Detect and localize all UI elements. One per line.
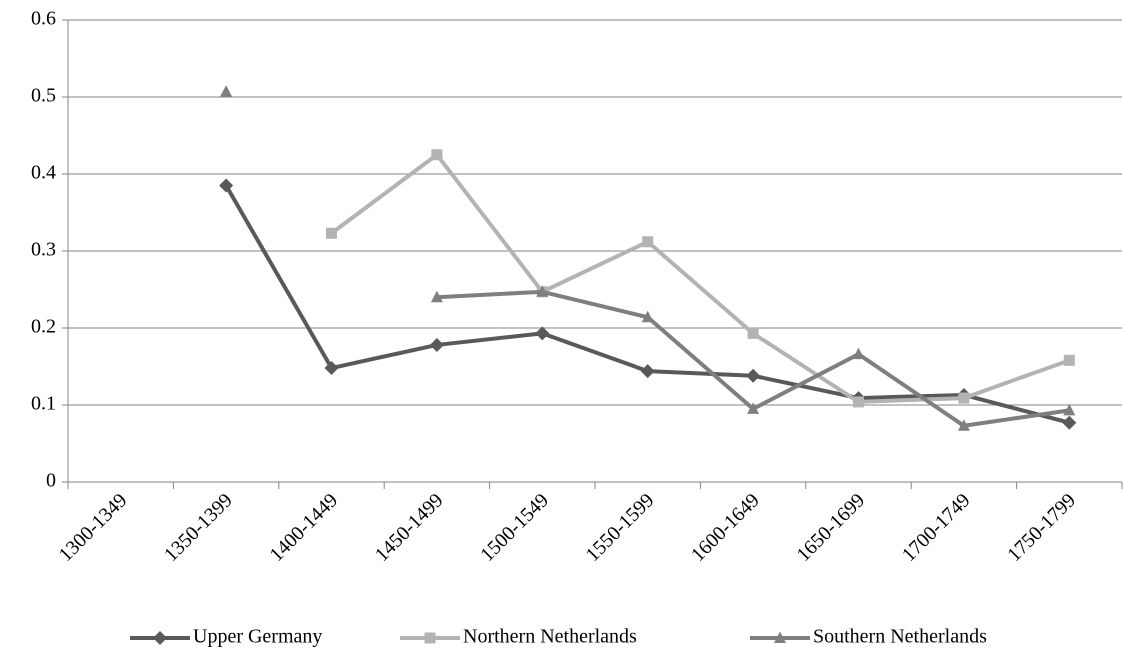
- marker: [535, 326, 550, 341]
- x-tick-label: 1750-1799: [1003, 489, 1080, 566]
- legend-label: Northern Netherlands: [463, 626, 637, 648]
- marker: [326, 227, 337, 239]
- marker: [747, 327, 759, 339]
- marker: [153, 631, 167, 645]
- marker: [958, 392, 970, 404]
- series-line: [224, 184, 1070, 425]
- y-tick-label: 0.4: [31, 162, 56, 184]
- marker: [1063, 403, 1076, 416]
- x-tick-label: 1400-1449: [265, 489, 342, 566]
- y-tick-label: 0.5: [31, 85, 56, 107]
- marker: [220, 85, 233, 97]
- x-tick-label: 1450-1499: [371, 489, 448, 566]
- marker: [957, 419, 970, 431]
- marker: [640, 364, 655, 379]
- x-tick-label: 1300-1349: [55, 489, 132, 566]
- marker: [746, 368, 761, 383]
- y-tick-label: 0.2: [31, 316, 56, 338]
- y-tick-label: 0: [46, 470, 56, 492]
- legend-label: Upper Germany: [193, 626, 322, 648]
- series-line: [330, 152, 1070, 404]
- x-tick-label: 1500-1549: [476, 489, 553, 566]
- x-tick-label: 1650-1699: [792, 489, 869, 566]
- marker: [853, 396, 864, 408]
- marker: [747, 402, 760, 414]
- marker: [219, 178, 234, 193]
- y-tick-label: 0.1: [31, 393, 56, 415]
- x-tick-label: 1700-1749: [898, 489, 975, 566]
- marker: [430, 290, 443, 303]
- x-tick-label: 1550-1599: [582, 489, 659, 566]
- x-tick-label: 1600-1649: [687, 489, 764, 566]
- marker: [774, 631, 786, 643]
- y-tick-label: 0.6: [31, 8, 56, 30]
- y-tick-label: 0.3: [31, 239, 56, 261]
- marker: [1062, 415, 1077, 430]
- x-tick-label: 1350-1399: [160, 489, 237, 566]
- marker: [431, 149, 443, 161]
- marker: [1063, 354, 1075, 366]
- marker: [642, 236, 654, 248]
- marker: [852, 347, 865, 360]
- marker: [536, 285, 549, 297]
- marker: [324, 361, 339, 376]
- marker: [429, 337, 444, 352]
- marker: [424, 632, 436, 644]
- marker: [641, 310, 654, 323]
- legend-label: Southern Netherlands: [813, 626, 987, 648]
